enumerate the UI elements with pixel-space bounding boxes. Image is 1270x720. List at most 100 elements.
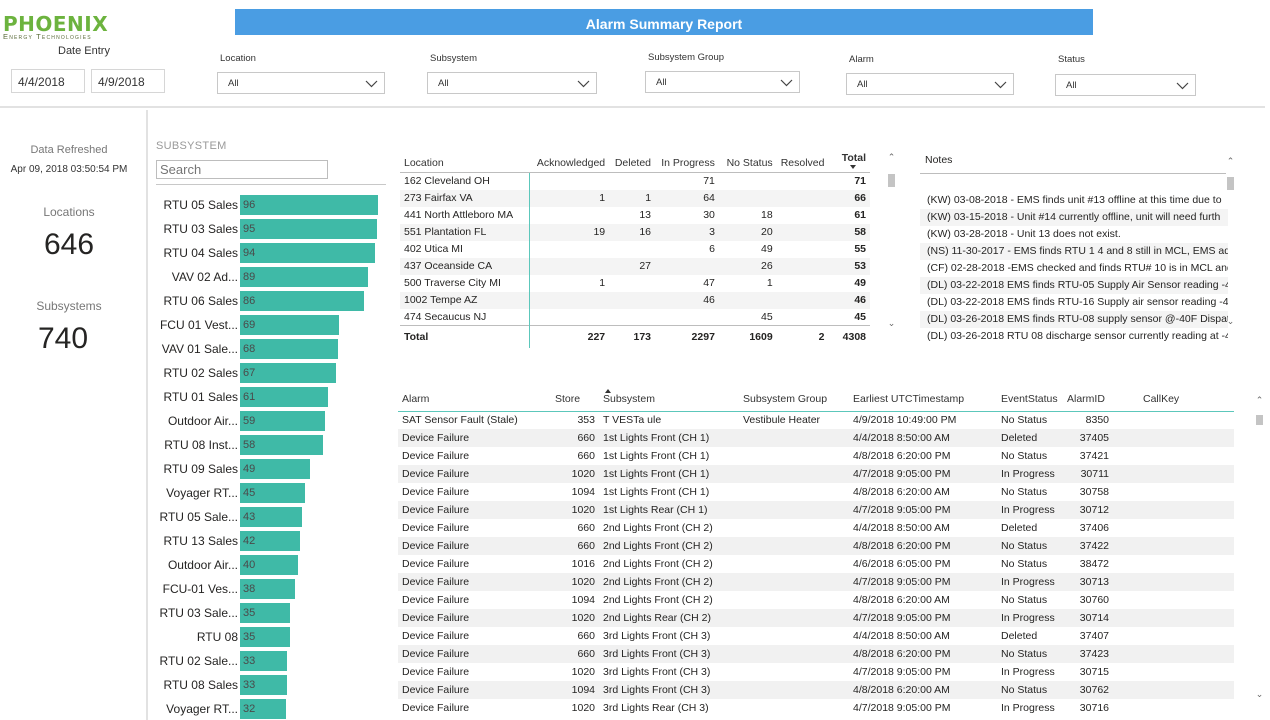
alarm-row[interactable]: Device Failure 660 3rd Lights Front (CH 3)…: [398, 645, 1234, 663]
alarm-row[interactable]: Device Failure 1020 2nd Lights Front (CH 2…: [398, 573, 1234, 591]
location-filter-dropdown[interactable]: All: [217, 72, 385, 94]
col-deleted[interactable]: Deleted: [609, 149, 656, 173]
subsystem-bar-row[interactable]: RTU 03 Sale... 35: [156, 603, 386, 623]
subsystem-bar-row[interactable]: Voyager RT... 45: [156, 483, 386, 503]
subsystem-bar-row[interactable]: RTU 08 35: [156, 627, 386, 647]
subsystem-bar-row[interactable]: FCU 01 Vest... 69: [156, 315, 386, 335]
alarm-row[interactable]: Device Failure 1094 3rd Lights Front (CH 3…: [398, 681, 1234, 699]
col-call-key[interactable]: CallKey: [1139, 388, 1234, 412]
subsystem-bar[interactable]: [240, 627, 290, 647]
subsystem-bar[interactable]: [240, 699, 286, 719]
subsystem-bar[interactable]: [240, 531, 300, 551]
col-no-status[interactable]: No Status: [718, 149, 777, 173]
alarm-row[interactable]: Device Failure 1020 2nd Lights Rear (CH 2)…: [398, 609, 1234, 627]
subsystem-bar[interactable]: [240, 291, 364, 311]
subsystem-bar[interactable]: [240, 675, 287, 695]
subsystem-filter-dropdown[interactable]: All: [427, 72, 597, 94]
matrix-row[interactable]: 402 Utica MI 6 49 55: [400, 240, 870, 258]
col-in-progress[interactable]: In Progress: [655, 149, 719, 173]
subsystem-bar[interactable]: [240, 435, 323, 455]
col-store[interactable]: Store: [551, 388, 599, 412]
subsystem-bar-row[interactable]: RTU 04 Sales 94: [156, 243, 386, 263]
alarm-row[interactable]: Device Failure 660 3rd Lights Front (CH 3)…: [398, 627, 1234, 645]
alarm-row[interactable]: Device Failure 1020 1st Lights Rear (CH 1)…: [398, 501, 1234, 519]
subsystem-bar[interactable]: [240, 219, 377, 239]
subsystem-bar[interactable]: [240, 507, 302, 527]
alarm-row[interactable]: Device Failure 1020 1st Lights Front (CH 1…: [398, 465, 1234, 483]
col-alarm-id[interactable]: AlarmID: [1063, 388, 1139, 412]
subsystem-bar[interactable]: [240, 339, 338, 359]
subsystem-bar[interactable]: [240, 651, 287, 671]
col-subsystem[interactable]: Subsystem: [599, 388, 739, 412]
subsystem-bar-row[interactable]: VAV 02 Ad... 89: [156, 267, 386, 287]
scroll-thumb[interactable]: [888, 174, 895, 187]
subsystem-bar-row[interactable]: Voyager RT... 32: [156, 699, 386, 719]
subsystem-bar[interactable]: [240, 195, 378, 215]
alarm-filter-dropdown[interactable]: All: [846, 73, 1014, 95]
alarm-row[interactable]: Device Failure 660 1st Lights Front (CH 1)…: [398, 429, 1234, 447]
subsystem-bar[interactable]: [240, 243, 375, 263]
subsystem-bar-row[interactable]: RTU 08 Sales 33: [156, 675, 386, 695]
subsystem-bar-row[interactable]: Outdoor Air... 40: [156, 555, 386, 575]
alarm-row[interactable]: Device Failure 1020 3rd Lights Front (CH 3…: [398, 663, 1234, 681]
subsystem-bar[interactable]: [240, 387, 328, 407]
alarm-row[interactable]: Device Failure 1094 1st Lights Front (CH 1…: [398, 483, 1234, 501]
subsystem-bar[interactable]: [240, 555, 298, 575]
subsystem-bar-row[interactable]: RTU 02 Sales 67: [156, 363, 386, 383]
scroll-up-icon[interactable]: ⌃: [887, 152, 896, 162]
subsystem-bar-row[interactable]: RTU 05 Sales 96: [156, 195, 386, 215]
subsystem-bar[interactable]: [240, 483, 305, 503]
col-acknowledged[interactable]: Acknowledged: [529, 149, 610, 173]
subsystem-bar[interactable]: [240, 411, 325, 431]
subsystem-bar[interactable]: [240, 363, 336, 383]
scroll-down-icon[interactable]: ⌄: [1255, 689, 1264, 699]
notes-scrollbar[interactable]: ⌃ ⌄: [1226, 152, 1235, 330]
start-date-input[interactable]: 4/4/2018: [11, 69, 85, 93]
alarm-row[interactable]: Device Failure 660 2nd Lights Front (CH 2)…: [398, 537, 1234, 555]
subsystem-bar-row[interactable]: RTU 13 Sales 42: [156, 531, 386, 551]
scroll-thumb[interactable]: [1227, 177, 1234, 190]
subsystem-bar[interactable]: [240, 315, 339, 335]
subsystem-group-filter-dropdown[interactable]: All: [645, 71, 800, 93]
subsystem-bar[interactable]: [240, 603, 290, 623]
subsystem-bar[interactable]: [240, 267, 368, 287]
scroll-up-icon[interactable]: ⌃: [1226, 156, 1235, 166]
status-filter-dropdown[interactable]: All: [1055, 74, 1196, 96]
subsystem-bar-row[interactable]: RTU 01 Sales 61: [156, 387, 386, 407]
subsystem-bar-row[interactable]: FCU-01 Ves... 38: [156, 579, 386, 599]
matrix-row[interactable]: 551 Plantation FL 19 16 3 20 58: [400, 223, 870, 241]
alarm-table-scrollbar[interactable]: ⌃ ⌄: [1255, 395, 1264, 707]
subsystem-bar-row[interactable]: RTU 09 Sales 49: [156, 459, 386, 479]
alarm-row[interactable]: Device Failure 1094 2nd Lights Front (CH 2…: [398, 591, 1234, 609]
col-total[interactable]: Total: [828, 149, 870, 173]
col-subsystem-group[interactable]: Subsystem Group: [739, 388, 849, 412]
scroll-down-icon[interactable]: ⌄: [887, 318, 896, 328]
subsystem-bar-row[interactable]: VAV 01 Sale... 68: [156, 339, 386, 359]
alarm-row[interactable]: Device Failure 1020 3rd Lights Rear (CH 3)…: [398, 699, 1234, 717]
scroll-up-icon[interactable]: ⌃: [1255, 395, 1264, 405]
alarm-row[interactable]: Device Failure 660 1st Lights Front (CH 1)…: [398, 447, 1234, 465]
subsystem-bar[interactable]: [240, 579, 295, 599]
subsystem-bar-row[interactable]: RTU 08 Inst... 58: [156, 435, 386, 455]
col-location[interactable]: Location: [400, 149, 530, 173]
matrix-scrollbar[interactable]: ⌃ ⌄: [887, 152, 896, 330]
col-event-status[interactable]: EventStatus: [997, 388, 1063, 412]
subsystem-bar-row[interactable]: RTU 06 Sales 86: [156, 291, 386, 311]
col-alarm[interactable]: Alarm: [398, 388, 551, 412]
alarm-row[interactable]: Device Failure 1016 2nd Lights Front (CH 2…: [398, 555, 1234, 573]
end-date-input[interactable]: 4/9/2018: [91, 69, 165, 93]
subsystem-bar-row[interactable]: Outdoor Air... 59: [156, 411, 386, 431]
alarm-row[interactable]: Device Failure 660 2nd Lights Front (CH 2)…: [398, 519, 1234, 537]
matrix-row[interactable]: 273 Fairfax VA 1 1 64 66: [400, 189, 870, 207]
matrix-row[interactable]: 162 Cleveland OH 71 71: [400, 172, 870, 190]
col-earliest-timestamp[interactable]: Earliest UTCTimestamp: [849, 388, 997, 412]
matrix-row[interactable]: 500 Traverse City MI 1 47 1 49: [400, 274, 870, 292]
alarm-row[interactable]: SAT Sensor Fault (Stale) 353 T VESTa ule Ve…: [398, 411, 1234, 429]
matrix-row[interactable]: 441 North Attleboro MA 13 30 18 61: [400, 206, 870, 224]
subsystem-bar-row[interactable]: RTU 05 Sale... 43: [156, 507, 386, 527]
subsystem-bar[interactable]: [240, 459, 310, 479]
matrix-row[interactable]: 437 Oceanside CA 27 26 53: [400, 257, 870, 275]
matrix-row[interactable]: 474 Secaucus NJ 45 45: [400, 308, 870, 326]
subsystem-search-input[interactable]: [156, 160, 328, 179]
subsystem-bar-row[interactable]: RTU 02 Sale... 33: [156, 651, 386, 671]
